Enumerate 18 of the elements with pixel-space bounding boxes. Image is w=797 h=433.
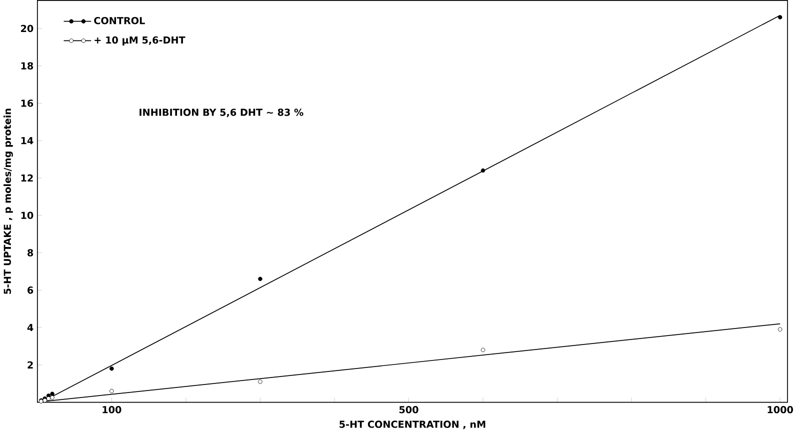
annotation: INHIBITION BY 5,6 DHT ∼ 83 % [140, 108, 304, 118]
x-tick-label: 500 [399, 406, 418, 414]
x-tick-label: 1000 [768, 406, 793, 414]
legend-label: CONTROL [94, 17, 145, 24]
y-axis-title: 5-HT UPTAKE , p moles/mg protein [4, 108, 13, 294]
x-tick-label: 100 [102, 406, 122, 414]
y-tick-label: 6 [28, 286, 34, 294]
y-tick-label: 10 [21, 212, 34, 220]
y-tick-label: 14 [21, 137, 34, 144]
y-tick-label: 2 [28, 361, 33, 369]
legend-label: + 10 μM 5,6-DHT [94, 36, 186, 46]
y-tick-label: 16 [21, 100, 34, 108]
x-axis-title: 5-HT CONCENTRATION , nM [340, 420, 486, 430]
y-tick-label: 12 [21, 174, 33, 182]
y-tick-label: 18 [21, 62, 34, 70]
y-tick-label: 4 [27, 324, 34, 332]
y-tick-label: 8 [28, 249, 34, 257]
y-tick-label: 20 [21, 24, 34, 32]
